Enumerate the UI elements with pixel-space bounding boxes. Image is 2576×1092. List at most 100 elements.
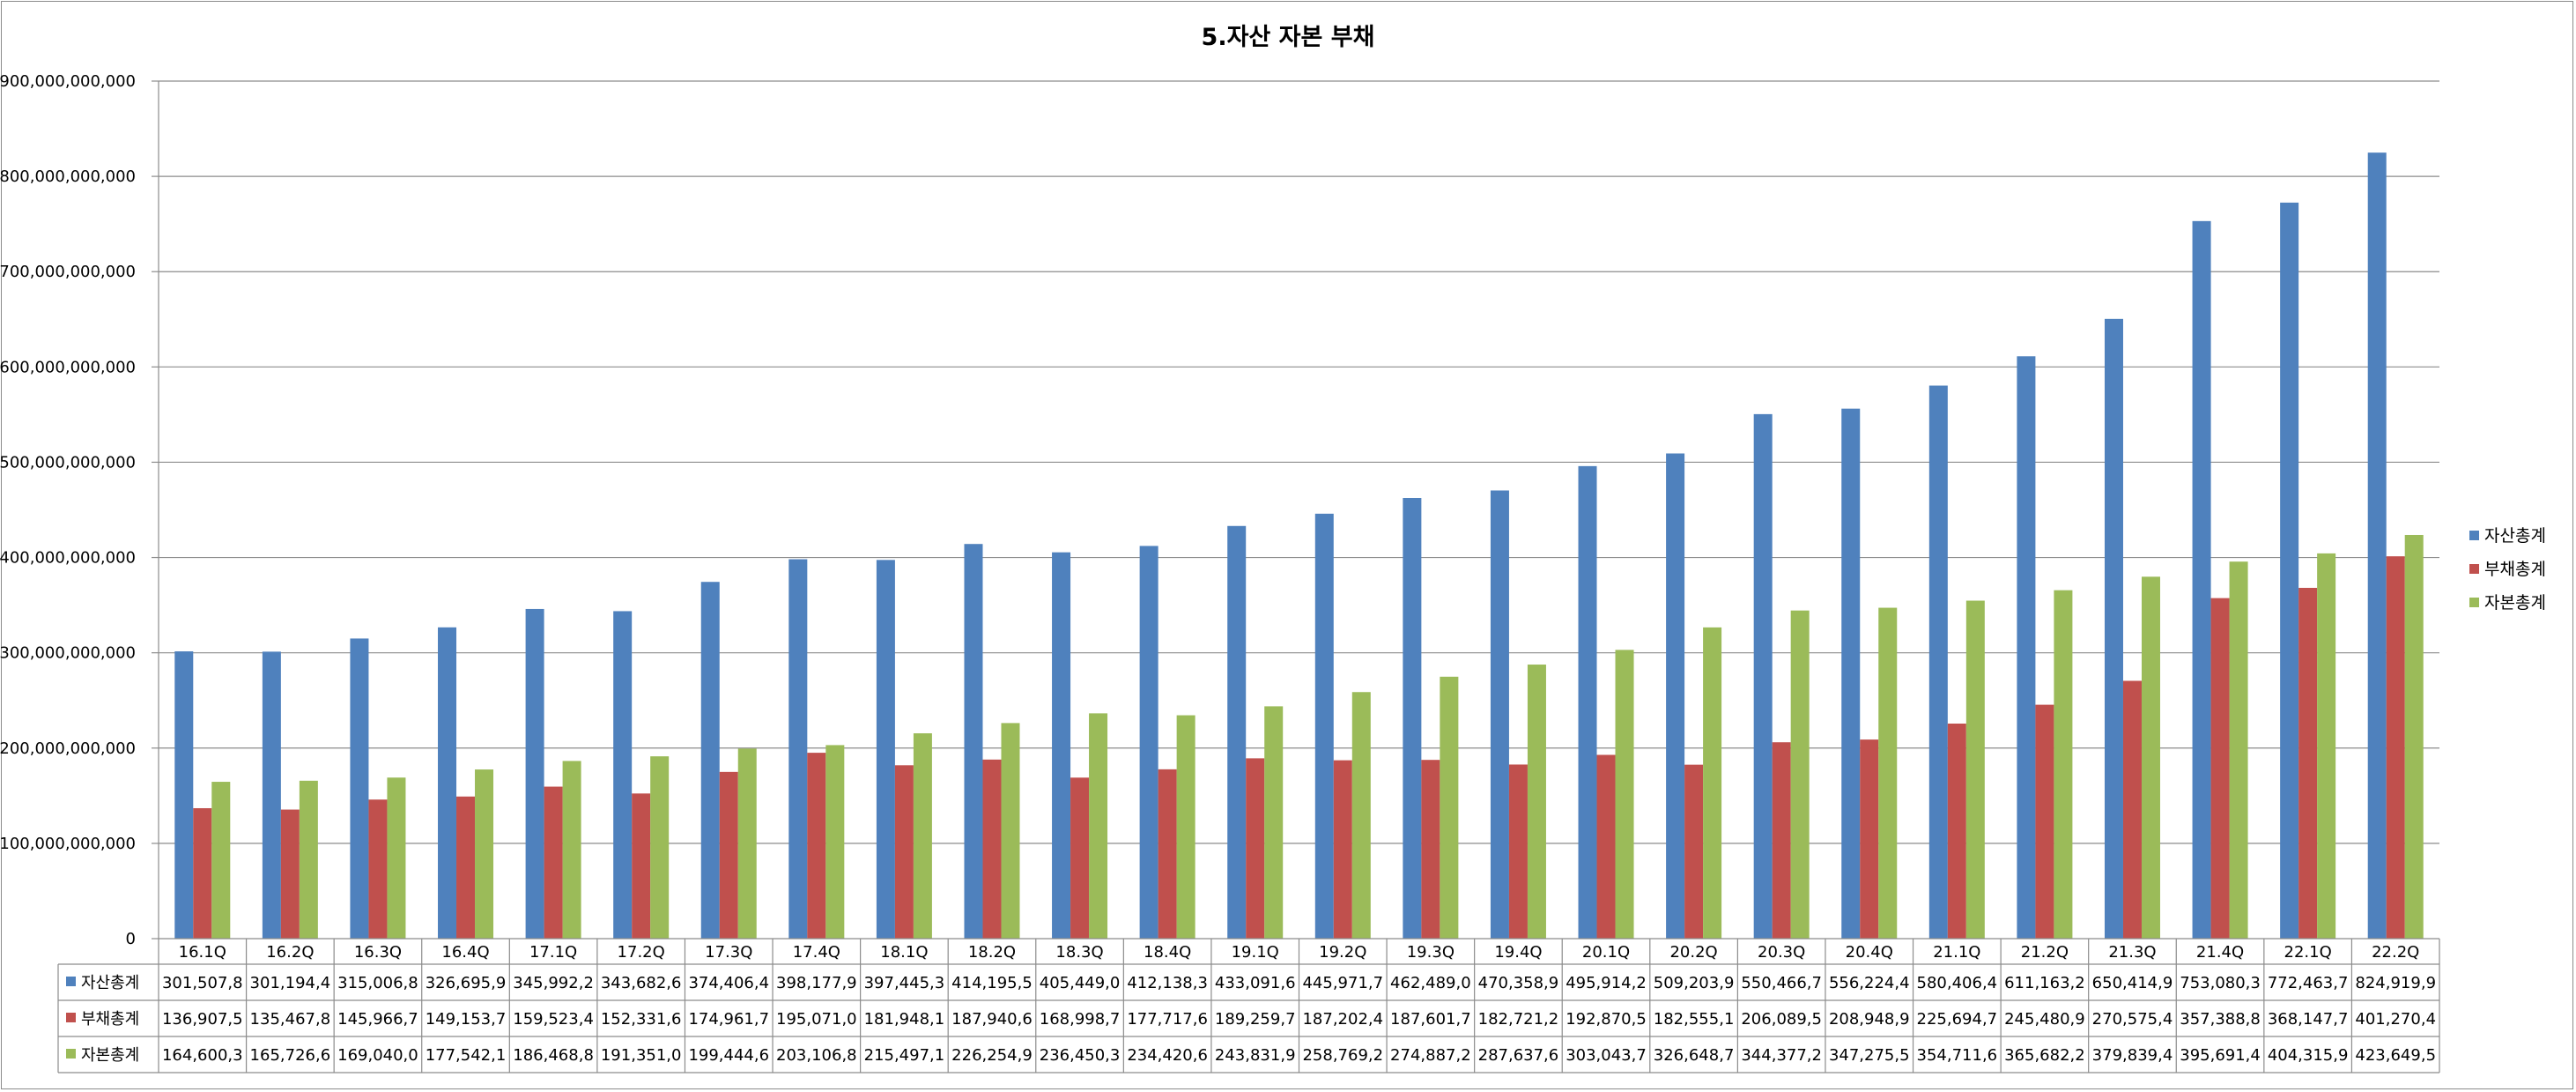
data-label: 182,555,1 bbox=[1654, 1010, 1735, 1029]
bar-부채총계-17.4Q bbox=[807, 753, 826, 939]
data-label: 470,358,9 bbox=[1478, 974, 1559, 992]
data-label: 556,224,4 bbox=[1829, 974, 1910, 992]
data-label: 215,497,1 bbox=[864, 1046, 945, 1065]
bar-자산총계-17.2Q bbox=[613, 611, 633, 939]
x-tick-label: 18.4Q bbox=[1144, 943, 1191, 962]
data-label: 344,377,2 bbox=[1741, 1046, 1822, 1065]
data-label: 580,406,4 bbox=[1917, 974, 1998, 992]
data-label: 379,839,4 bbox=[2092, 1046, 2173, 1065]
bar-자본총계-19.2Q bbox=[1351, 692, 1371, 939]
bar-자산총계-18.4Q bbox=[1139, 546, 1158, 939]
bar-자산총계-19.3Q bbox=[1403, 497, 1422, 939]
data-label: 195,071,0 bbox=[776, 1010, 857, 1029]
data-label: 423,649,5 bbox=[2355, 1046, 2436, 1065]
bar-자산총계-19.1Q bbox=[1227, 525, 1247, 939]
bar-자본총계-21.1Q bbox=[1965, 600, 1985, 939]
x-tick-label: 17.2Q bbox=[618, 943, 665, 962]
x-tick-label: 21.4Q bbox=[2196, 943, 2244, 962]
x-tick-label: 20.1Q bbox=[1582, 943, 1630, 962]
bar-자산총계-19.4Q bbox=[1490, 490, 1509, 939]
data-label: 136,907,5 bbox=[162, 1010, 243, 1029]
data-label: 258,769,2 bbox=[1302, 1046, 1383, 1065]
bar-자산총계-21.3Q bbox=[2104, 318, 2123, 939]
data-label: 301,194,4 bbox=[250, 974, 331, 992]
y-tick-label: 400,000,000,000 bbox=[0, 549, 136, 568]
x-tick-label: 21.3Q bbox=[2108, 943, 2156, 962]
bar-부채총계-21.2Q bbox=[2035, 704, 2054, 939]
bar-부채총계-19.4Q bbox=[1508, 764, 1528, 939]
data-label: 149,153,7 bbox=[426, 1010, 507, 1029]
bar-자산총계-16.2Q bbox=[262, 651, 281, 939]
table-series-name: 자본총계 bbox=[81, 1046, 139, 1065]
bar-자산총계-21.4Q bbox=[2192, 220, 2211, 939]
x-tick-label: 22.1Q bbox=[2284, 943, 2332, 962]
x-tick-label: 20.3Q bbox=[1758, 943, 1805, 962]
x-tick-label: 17.3Q bbox=[705, 943, 752, 962]
bar-자본총계-17.1Q bbox=[562, 761, 581, 939]
bar-자본총계-18.3Q bbox=[1089, 713, 1108, 939]
bar-자본총계-16.1Q bbox=[211, 782, 231, 939]
x-tick-label: 17.4Q bbox=[793, 943, 840, 962]
bar-부채총계-22.2Q bbox=[2386, 556, 2405, 939]
bar-자본총계-18.4Q bbox=[1176, 715, 1195, 939]
data-label: 225,694,7 bbox=[1917, 1010, 1998, 1029]
table-legend-key-부채총계 bbox=[66, 1013, 76, 1022]
data-label: 495,914,2 bbox=[1566, 974, 1647, 992]
bar-자본총계-16.3Q bbox=[387, 777, 406, 939]
bar-자산총계-18.3Q bbox=[1052, 552, 1071, 939]
bar-자산총계-17.1Q bbox=[525, 608, 544, 939]
data-label: 414,195,5 bbox=[951, 974, 1033, 992]
x-tick-label: 19.1Q bbox=[1232, 943, 1279, 962]
x-tick-label: 18.2Q bbox=[968, 943, 1016, 962]
table-series-name: 자산총계 bbox=[81, 974, 139, 992]
bar-부채총계-18.2Q bbox=[982, 759, 1002, 939]
bar-자본총계-18.1Q bbox=[913, 733, 932, 939]
legend-key-부채총계 bbox=[2469, 564, 2479, 574]
bar-부채총계-17.3Q bbox=[719, 771, 738, 939]
x-tick-label: 19.2Q bbox=[1319, 943, 1366, 962]
bar-부채총계-21.1Q bbox=[1947, 723, 1966, 939]
bar-부채총계-20.2Q bbox=[1684, 764, 1704, 939]
data-label: 270,575,4 bbox=[2092, 1010, 2173, 1029]
data-label: 405,449,0 bbox=[1040, 974, 1121, 992]
bar-부채총계-16.3Q bbox=[368, 799, 388, 939]
bar-자산총계-18.2Q bbox=[964, 544, 983, 939]
bar-부채총계-18.4Q bbox=[1158, 769, 1177, 939]
bar-자산총계-16.1Q bbox=[174, 651, 194, 939]
bar-자산총계-22.2Q bbox=[2367, 152, 2387, 940]
bar-부채총계-18.1Q bbox=[894, 765, 914, 939]
bar-자산총계-20.3Q bbox=[1753, 413, 1773, 939]
data-label: 347,275,5 bbox=[1829, 1046, 1910, 1065]
bar-부채총계-22.1Q bbox=[2298, 587, 2318, 939]
bar-자산총계-20.1Q bbox=[1578, 465, 1597, 939]
data-label: 401,270,4 bbox=[2355, 1010, 2436, 1029]
bar-자산총계-17.3Q bbox=[700, 582, 720, 939]
bar-자본총계-16.2Q bbox=[299, 780, 318, 939]
x-tick-label: 16.1Q bbox=[179, 943, 226, 962]
bar-부채총계-17.1Q bbox=[544, 786, 563, 939]
x-tick-label: 18.1Q bbox=[880, 943, 928, 962]
bar-자본총계-20.3Q bbox=[1790, 610, 1810, 939]
bar-부채총계-17.2Q bbox=[632, 793, 651, 939]
data-label: 287,637,6 bbox=[1478, 1046, 1559, 1065]
y-tick-label: 900,000,000,000 bbox=[0, 72, 136, 91]
data-label: 357,388,8 bbox=[2180, 1010, 2261, 1029]
data-label: 187,601,7 bbox=[1390, 1010, 1471, 1029]
data-label: 169,040,0 bbox=[337, 1046, 418, 1065]
bar-자본총계-21.2Q bbox=[2054, 590, 2073, 939]
table-legend-key-자산총계 bbox=[66, 977, 76, 986]
data-label: 206,089,5 bbox=[1741, 1010, 1822, 1029]
data-label: 234,420,6 bbox=[1127, 1046, 1208, 1065]
bar-자본총계-22.2Q bbox=[2404, 534, 2424, 939]
data-label: 611,163,2 bbox=[2004, 974, 2085, 992]
x-tick-label: 18.3Q bbox=[1055, 943, 1103, 962]
data-label: 772,463,7 bbox=[2268, 974, 2349, 992]
bar-부채총계-20.4Q bbox=[1860, 739, 1879, 939]
bar-자본총계-21.4Q bbox=[2229, 561, 2248, 939]
data-label: 397,445,3 bbox=[864, 974, 945, 992]
x-tick-label: 16.2Q bbox=[266, 943, 314, 962]
data-label: 550,466,7 bbox=[1741, 974, 1822, 992]
bar-자산총계-22.1Q bbox=[2280, 202, 2299, 939]
data-label: 165,726,6 bbox=[250, 1046, 331, 1065]
